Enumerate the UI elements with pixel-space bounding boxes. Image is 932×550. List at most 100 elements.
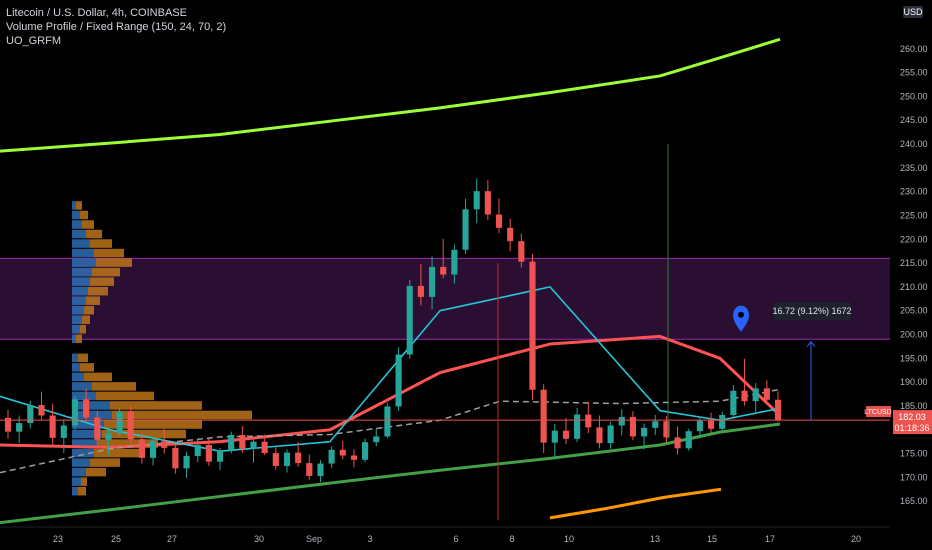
candle-body: [607, 425, 614, 444]
candle-body: [641, 427, 648, 437]
candle-body: [440, 266, 447, 275]
volume-profile-bar-up: [72, 210, 80, 220]
price-tick-label: 165.00: [900, 496, 928, 506]
volume-profile-label: Volume Profile / Fixed Range (150, 24, 7…: [6, 21, 227, 33]
volume-profile-bar-down: [96, 258, 132, 267]
last-price-tag: [893, 410, 932, 435]
candle-body: [183, 455, 190, 469]
time-tick-label: 10: [564, 534, 574, 544]
price-tick-label: 230.00: [900, 187, 928, 197]
location-pin-icon: [733, 305, 749, 332]
volume-profile-bar-up: [72, 467, 86, 477]
price-axis-background: [890, 0, 932, 550]
volume-profile-bar-up: [72, 305, 84, 315]
volume-profile-bar-up: [72, 229, 86, 239]
volume-profile-bar-down: [92, 382, 136, 391]
volume-profile-bar-up: [72, 239, 90, 248]
countdown-value: 01:18:36: [894, 423, 929, 433]
price-tick-label: 185.00: [900, 401, 928, 411]
volume-profile-bar-up: [72, 325, 80, 334]
volume-profile-bar-down: [92, 267, 120, 277]
candle-body: [60, 425, 67, 438]
price-tick-label: 215.00: [900, 258, 928, 268]
volume-profile-bar-down: [84, 372, 112, 382]
measure-arrow-head: [806, 340, 816, 347]
volume-profile: [72, 201, 252, 496]
candle-body: [507, 227, 514, 242]
candle-body: [663, 421, 670, 438]
time-tick-label: 20: [851, 534, 861, 544]
volume-profile-bar-down: [82, 220, 94, 229]
candle-body: [417, 285, 424, 297]
measure-label-text: 16.72 (9.12%) 1672: [772, 306, 851, 316]
candle-body: [484, 191, 491, 215]
volume-profile-bar-down: [110, 401, 202, 410]
volume-profile-bar-up: [72, 420, 104, 429]
candle-body: [71, 399, 79, 426]
overlays: 16.72 (9.12%) 1672: [0, 144, 890, 521]
price-axis: 165.00170.00175.00180.00185.00190.00195.…: [864, 0, 932, 550]
candle-body: [384, 406, 391, 437]
volume-profile-bar-up: [72, 401, 110, 410]
candle-body: [529, 261, 536, 390]
volume-profile-bar-down: [112, 410, 252, 420]
price-tick-label: 260.00: [900, 44, 928, 54]
volume-profile-bar-down: [81, 477, 87, 486]
price-tick-label: 255.00: [900, 68, 928, 78]
symbol-tag-label: LTCUSD: [864, 409, 891, 416]
price-tick-label: 170.00: [900, 472, 928, 482]
candle-body: [150, 441, 157, 458]
candle-body: [763, 388, 770, 400]
volume-profile-bar-up: [72, 267, 92, 277]
measure-label-box: [774, 302, 851, 321]
candle-body: [16, 423, 23, 432]
volume-profile-bar-down: [80, 210, 88, 220]
pin-shape: [733, 305, 749, 332]
candle-body: [38, 405, 45, 416]
time-tick-label: 8: [509, 534, 514, 544]
currency-badge-label: USD: [903, 7, 923, 17]
volume-profile-bar-down: [98, 439, 158, 448]
price-tick-label: 220.00: [900, 234, 928, 244]
candle-body: [228, 435, 235, 451]
price-tick-label: 205.00: [900, 306, 928, 316]
candle-body: [94, 417, 101, 440]
time-tick-label: Sep: [306, 534, 322, 544]
candle-body: [362, 442, 369, 460]
candle-body: [295, 452, 302, 464]
volume-profile-bar-up: [72, 372, 84, 382]
candle-body: [585, 414, 592, 428]
volume-profile-bar-down: [86, 296, 100, 305]
chart-legend: Litecoin / U.S. Dollar, 4h, COINBASE Vol…: [6, 6, 226, 48]
price-tick-label: 225.00: [900, 210, 928, 220]
price-tick-label: 210.00: [900, 282, 928, 292]
candle-body: [49, 415, 56, 438]
moving-average-line: [0, 37, 781, 153]
price-tick-label: 240.00: [900, 139, 928, 149]
candle-body: [540, 389, 547, 443]
volume-profile-bar-up: [72, 286, 88, 296]
candle-body: [328, 449, 335, 464]
volume-profile-bar-up: [72, 410, 112, 420]
volume-profile-bar-down: [80, 363, 94, 372]
volume-profile-bar-up: [72, 315, 82, 324]
candle-body: [239, 435, 246, 449]
price-tick-label: 190.00: [900, 377, 928, 387]
time-tick-label: 23: [53, 534, 63, 544]
volume-profile-bar-up: [72, 448, 94, 458]
candle-body: [194, 445, 201, 456]
candle-body: [774, 399, 782, 421]
candle-body: [596, 427, 603, 444]
candles: [4, 178, 782, 483]
volume-profile-bar-up: [72, 277, 90, 286]
time-tick-label: 3: [367, 534, 372, 544]
time-axis: 23 25 27 30 Sep 3 6 8 10 13 15 17 20: [0, 526, 890, 544]
volume-profile-bar-down: [78, 353, 88, 363]
candle-body: [138, 439, 145, 458]
candle-body: [116, 411, 123, 434]
volume-profile-bar-down: [94, 448, 142, 458]
volume-profile-bar-down: [90, 277, 114, 286]
candle-body: [283, 452, 291, 466]
candle-body: [272, 453, 279, 466]
